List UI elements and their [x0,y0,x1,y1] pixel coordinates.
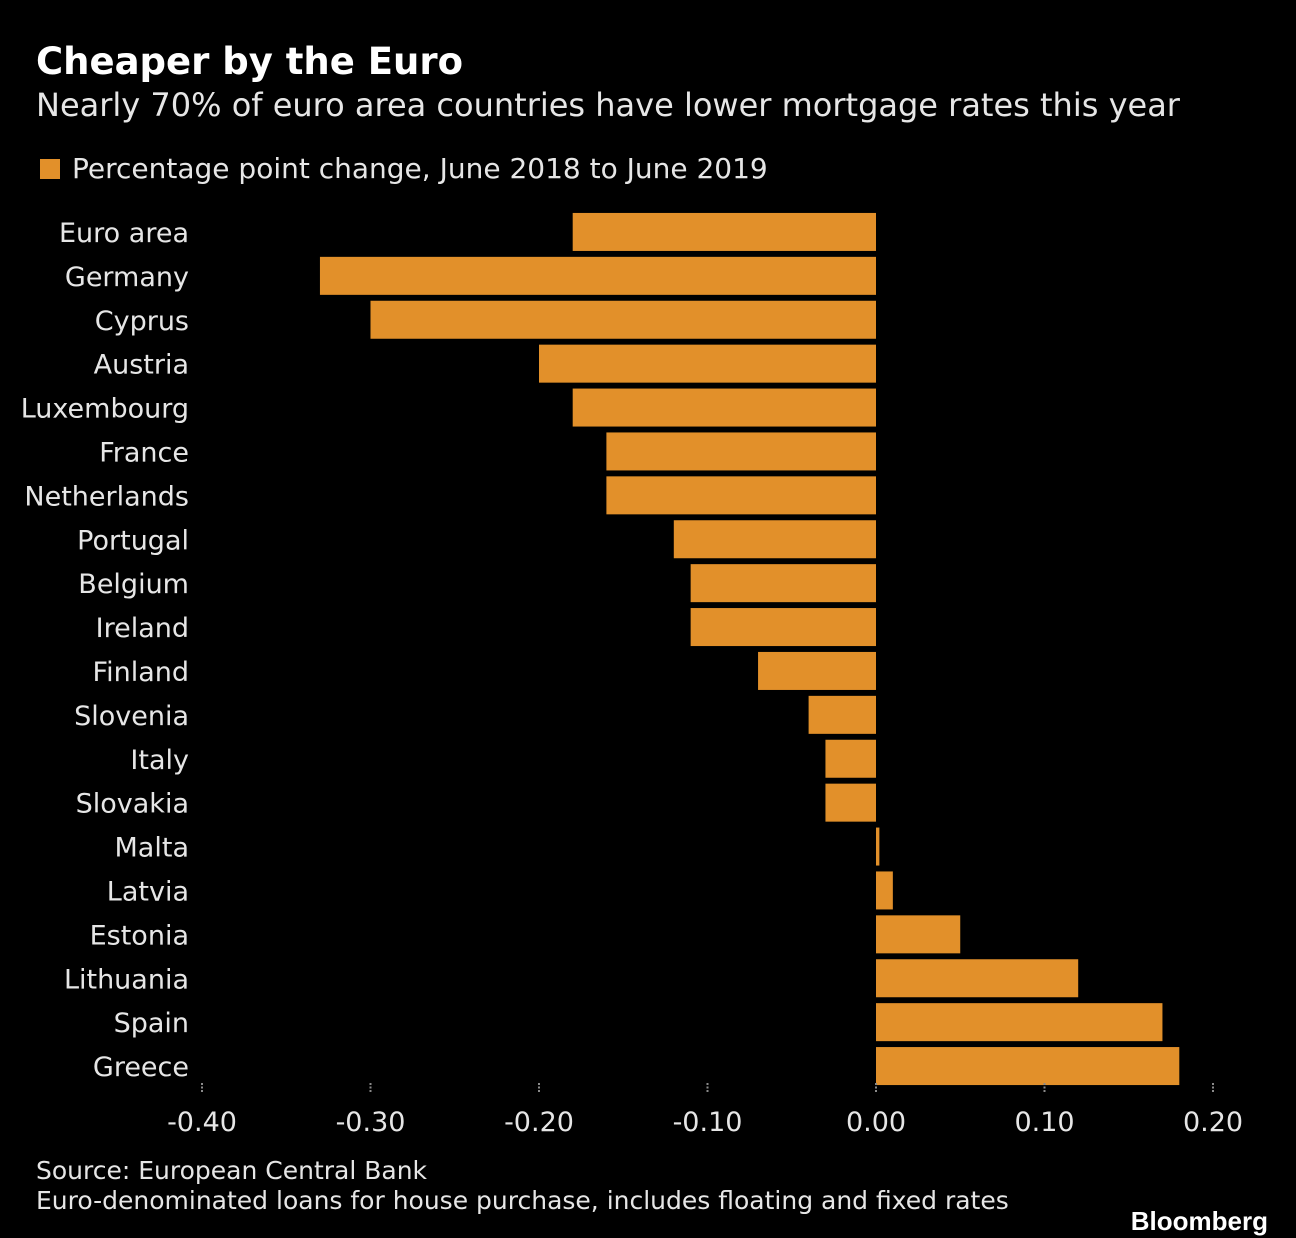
x-tick-label: -0.20 [504,1107,574,1138]
x-tick-mark [875,1083,877,1085]
bar-germany [319,256,876,295]
x-tick-mark [875,1086,877,1089]
category-label: Ireland [96,613,189,644]
category-label: Estonia [90,920,189,951]
x-tick-mark [201,1086,203,1089]
category-label: Slovakia [76,789,189,820]
bar-spain [876,1003,1163,1042]
x-tick-label: -0.10 [673,1107,743,1138]
chart-title: Cheaper by the Euro [36,40,464,83]
category-label: Euro area [59,218,189,249]
bar-belgium [690,564,876,603]
bar-malta [876,827,880,866]
bar-slovakia [825,783,876,822]
x-tick-mark [1212,1086,1214,1089]
category-label: Belgium [78,569,189,600]
bar-france [606,432,876,471]
category-label: Luxembourg [21,394,189,425]
category-label: Italy [130,745,189,776]
x-tick-mark [1212,1083,1214,1085]
bar-luxembourg [572,388,876,427]
category-label: Latvia [107,876,189,907]
x-tick-mark [1043,1086,1046,1089]
footnote: Euro-denominated loans for house purchas… [36,1186,1009,1215]
bar-netherlands [606,476,876,515]
x-tick-label: 0.20 [1183,1107,1243,1138]
bar-greece [876,1047,1180,1086]
x-tick-label: 0.10 [1014,1107,1074,1138]
x-tick-mark [369,1086,372,1089]
x-tick-mark [1043,1090,1046,1092]
bar-italy [825,739,876,778]
legend-label: Percentage point change, June 2018 to Ju… [72,152,768,185]
source-note: Source: European Central Bank [36,1156,428,1185]
legend: Percentage point change, June 2018 to Ju… [40,152,768,185]
category-label: Cyprus [95,306,189,337]
bar-estonia [876,915,961,954]
bar-latvia [876,871,893,910]
x-tick-label: 0.00 [846,1107,906,1138]
x-tick-mark [369,1083,372,1085]
chart-subtitle: Nearly 70% of euro area countries have l… [36,86,1180,124]
category-label: Spain [114,1008,189,1039]
x-tick-mark [1043,1083,1046,1085]
x-tick-mark [538,1086,540,1089]
x-tick-mark [369,1090,372,1092]
brand-logo: Bloomberg [1130,1206,1268,1236]
bar-ireland [690,608,876,647]
x-tick-label: -0.30 [336,1107,406,1138]
category-label: Lithuania [64,964,189,995]
x-tick-mark [201,1090,203,1092]
x-tick-mark [706,1083,709,1085]
bar-finland [758,651,876,690]
bar-cyprus [370,300,876,339]
bar-lithuania [876,959,1079,998]
category-label: Austria [94,350,189,381]
x-tick-label: -0.40 [167,1107,237,1138]
x-tick-mark [706,1090,709,1092]
bar-austria [539,344,876,383]
legend-swatch [40,158,60,179]
x-tick-mark [538,1090,540,1092]
x-tick-mark [875,1090,877,1092]
bar-chart: Euro area Germany Cyprus Austria Luxembourg F… [21,212,1243,1138]
category-label: Portugal [77,525,189,556]
category-label: Malta [115,833,189,864]
category-label: Netherlands [24,481,189,512]
x-tick-mark [706,1086,709,1089]
x-tick-mark [1212,1090,1214,1092]
category-label: Germany [65,262,189,293]
x-tick-mark [201,1083,203,1085]
category-label: France [99,437,189,468]
category-label: Greece [93,1052,189,1083]
bar-portugal [673,520,876,559]
bar-euro-area [572,212,876,251]
bar-slovenia [808,695,876,734]
category-label: Slovenia [74,701,189,732]
category-label: Finland [93,657,189,688]
x-tick-mark [538,1083,540,1085]
